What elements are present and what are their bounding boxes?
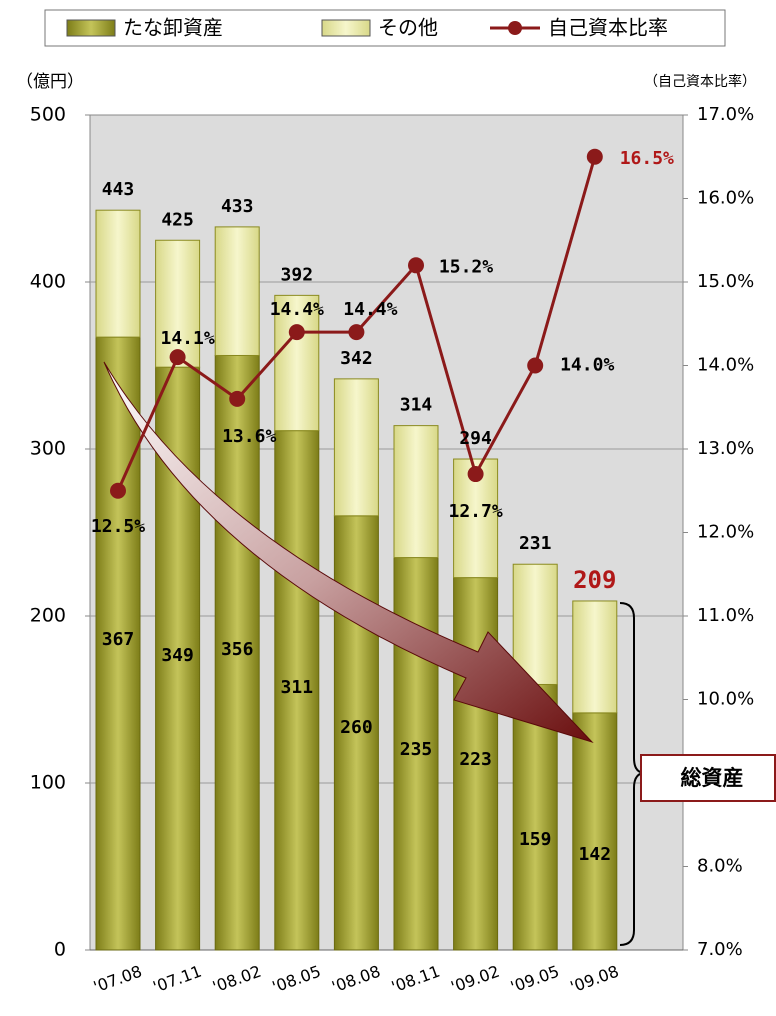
- total-label: 294: [459, 428, 492, 449]
- x-tick-label: '09.08: [568, 962, 622, 997]
- y2-tick-label: 11.0%: [697, 605, 754, 626]
- y-tick-label: 500: [30, 104, 66, 126]
- ratio-label: 13.6%: [222, 426, 276, 447]
- ratio-point: [348, 324, 364, 340]
- y-tick-label: 200: [30, 605, 66, 627]
- total-label: 443: [102, 179, 135, 200]
- ratio-label: 16.5%: [620, 148, 674, 169]
- ratio-point: [468, 466, 484, 482]
- y2-tick-label: 12.0%: [697, 522, 754, 543]
- bar-other: [96, 210, 140, 337]
- total-label: 392: [281, 264, 314, 285]
- legend-label: その他: [378, 16, 438, 40]
- legend-swatch: [508, 21, 522, 35]
- total-label: 314: [400, 395, 433, 416]
- x-tick-label: '08.02: [210, 962, 264, 997]
- y2-tick-label: 8.0%: [697, 856, 743, 877]
- y2-tick-label: 16.0%: [697, 188, 754, 209]
- y-axis-label: （億円）: [16, 72, 84, 92]
- y-tick-label: 300: [30, 438, 66, 460]
- legend-label: たな卸資産: [123, 16, 223, 40]
- ratio-point: [408, 257, 424, 273]
- y-tick-label: 0: [54, 939, 66, 961]
- total-label: 433: [221, 196, 254, 217]
- x-tick-label: '08.08: [329, 962, 383, 997]
- total-label: 231: [519, 533, 552, 554]
- ratio-label: 14.4%: [343, 299, 397, 320]
- ratio-label: 15.2%: [439, 256, 493, 277]
- ratio-point: [110, 483, 126, 499]
- y2-tick-label: 17.0%: [697, 104, 754, 125]
- ratio-point: [587, 149, 603, 165]
- legend-swatch: [67, 20, 115, 36]
- inventory-label: 260: [340, 717, 373, 738]
- ratio-label: 12.5%: [91, 516, 145, 537]
- ratio-label: 12.7%: [449, 501, 503, 522]
- bar-other: [573, 601, 617, 713]
- bar-inventory: [573, 713, 617, 950]
- x-tick-label: '08.11: [389, 962, 443, 997]
- total-label: 209: [573, 566, 616, 594]
- y-tick-label: 100: [30, 772, 66, 794]
- y2-tick-label: 10.0%: [697, 689, 754, 710]
- y2-tick-label: 15.0%: [697, 271, 754, 292]
- inventory-label: 142: [579, 844, 612, 865]
- inventory-label: 159: [519, 829, 552, 850]
- x-tick-label: '07.11: [150, 962, 204, 997]
- ratio-label: 14.4%: [270, 299, 324, 320]
- ratio-label: 14.0%: [560, 355, 614, 376]
- y-tick-label: 400: [30, 271, 66, 293]
- chart: 01002003004005007.0%8.0%9.0%10.0%11.0%12…: [0, 0, 776, 1016]
- total-label: 342: [340, 348, 373, 369]
- x-tick-label: '09.02: [448, 962, 502, 997]
- ratio-point: [229, 391, 245, 407]
- y2-tick-label: 13.0%: [697, 438, 754, 459]
- bar-other: [394, 426, 438, 558]
- ratio-point: [170, 349, 186, 365]
- inventory-label: 356: [221, 639, 254, 660]
- inventory-label: 349: [161, 645, 194, 666]
- y2-axis-label: （自己資本比率）: [644, 73, 756, 90]
- y2-tick-label: 14.0%: [697, 355, 754, 376]
- x-tick-label: '09.05: [508, 962, 562, 997]
- x-tick-label: '08.05: [270, 962, 324, 997]
- ratio-point: [289, 324, 305, 340]
- bar-other: [215, 227, 259, 356]
- inventory-label: 235: [400, 739, 433, 760]
- x-tick-label: '07.08: [91, 962, 145, 997]
- total-label: 425: [161, 209, 194, 230]
- inventory-label: 311: [281, 677, 314, 698]
- bar-other: [334, 379, 378, 516]
- inventory-label: 367: [102, 629, 135, 650]
- ratio-label: 14.1%: [161, 328, 215, 349]
- y2-tick-label: 7.0%: [697, 939, 743, 960]
- annotation: 総資産: [681, 766, 744, 790]
- ratio-point: [527, 358, 543, 374]
- inventory-label: 223: [459, 749, 492, 770]
- legend-swatch: [322, 20, 370, 36]
- legend-label: 自己資本比率: [548, 16, 668, 40]
